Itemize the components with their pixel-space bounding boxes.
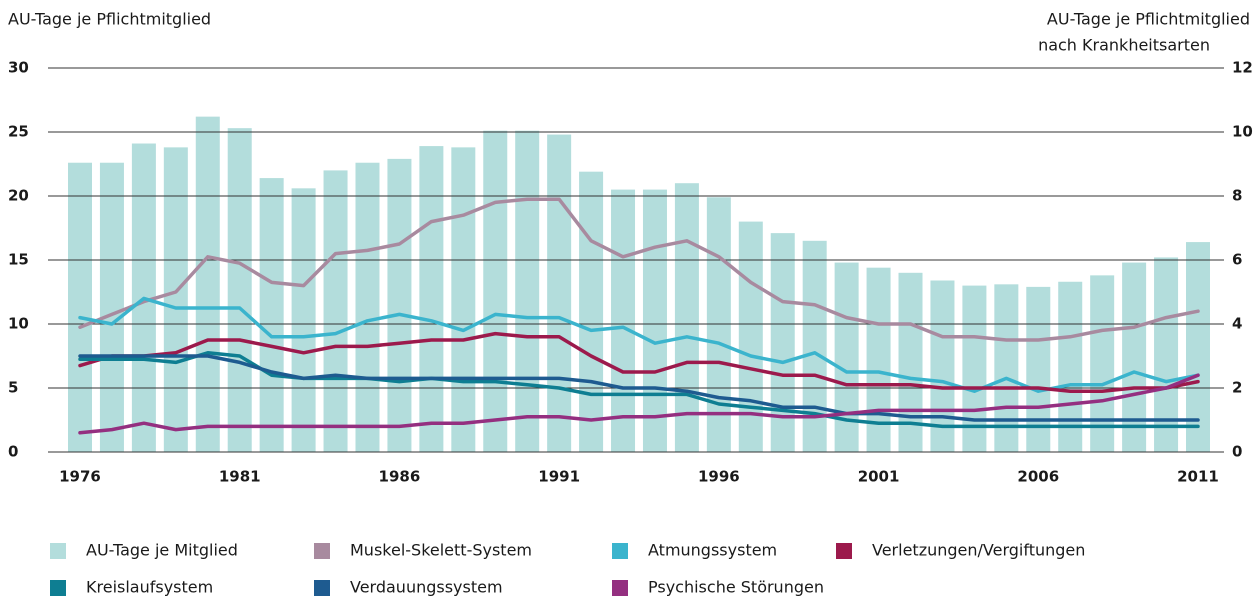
bar	[1154, 257, 1179, 452]
bar	[259, 178, 284, 452]
y2-tick-label: 12	[1232, 59, 1253, 77]
x-tick-label: 2006	[1017, 468, 1059, 486]
y2-tick-label: 8	[1232, 187, 1242, 205]
bar	[994, 284, 1019, 452]
legend-swatch	[612, 580, 628, 596]
bar	[770, 233, 795, 452]
bar	[1026, 286, 1051, 452]
bar	[611, 189, 636, 452]
y-tick-label: 15	[8, 251, 29, 269]
legend-label: Atmungssystem	[648, 541, 777, 560]
y2-tick-label: 0	[1232, 443, 1242, 461]
bar	[323, 170, 348, 452]
bar	[738, 221, 763, 452]
bar	[355, 162, 380, 452]
bar	[802, 240, 827, 452]
bar	[99, 162, 124, 452]
line	[78, 354, 1200, 422]
line	[78, 373, 1200, 435]
x-tick-label: 1996	[698, 468, 740, 486]
bar	[419, 146, 444, 452]
y-tick-label: 30	[8, 59, 29, 77]
y2-tick-label: 4	[1232, 315, 1242, 333]
bar	[227, 128, 252, 452]
y2-axis-title: nach Krankheitsarten	[1038, 36, 1210, 55]
bar	[195, 116, 220, 452]
bar	[515, 130, 540, 452]
bar	[1058, 281, 1083, 452]
y-tick-label: 10	[8, 315, 29, 333]
x-tick-label: 1986	[379, 468, 421, 486]
legend-label: AU-Tage je Mitglied	[86, 541, 238, 560]
bar	[163, 147, 188, 453]
bar	[451, 147, 476, 453]
legend-swatch	[314, 543, 330, 559]
x-tick-label: 1976	[59, 468, 101, 486]
line	[78, 197, 1200, 342]
bar	[547, 134, 572, 452]
bar	[1186, 242, 1210, 452]
bar	[387, 158, 412, 452]
y-tick-label: 25	[8, 123, 29, 141]
bar	[1122, 262, 1147, 452]
bar	[834, 262, 859, 452]
legend-label: Kreislaufsystem	[86, 578, 213, 597]
bar	[68, 162, 92, 452]
bar	[962, 285, 987, 452]
legend-swatch	[50, 543, 66, 559]
y-tick-label: 0	[8, 443, 18, 461]
y-tick-label: 5	[8, 379, 18, 397]
y2-tick-label: 10	[1232, 123, 1253, 141]
legend-label: Verletzungen/Vergiftungen	[872, 541, 1085, 560]
x-tick-label: 1991	[538, 468, 580, 486]
bar	[930, 280, 955, 452]
y2-tick-label: 6	[1232, 251, 1242, 269]
legend-swatch	[50, 580, 66, 596]
bar	[642, 189, 667, 452]
legend-label: Psychische Störungen	[648, 578, 824, 597]
x-tick-label: 1981	[219, 468, 261, 486]
bar	[706, 197, 731, 452]
x-tick-label: 2011	[1177, 468, 1219, 486]
y2-axis-title: AU-Tage je Pflichtmitglied	[1047, 10, 1250, 29]
y-tick-label: 20	[8, 187, 29, 205]
legend-swatch	[836, 543, 852, 559]
line	[78, 331, 1200, 393]
x-tick-label: 2001	[858, 468, 900, 486]
bar	[579, 171, 604, 452]
bar	[291, 188, 316, 452]
bar	[674, 183, 699, 452]
legend-label: Muskel-Skelett-System	[350, 541, 532, 560]
y2-tick-label: 2	[1232, 379, 1242, 397]
bar	[1090, 275, 1115, 452]
y-axis-title: AU-Tage je Pflichtmitglied	[8, 10, 211, 29]
legend-swatch	[612, 543, 628, 559]
bar	[483, 130, 508, 452]
line	[78, 296, 1200, 393]
legend-swatch	[314, 580, 330, 596]
legend-label: Verdauungssystem	[350, 578, 503, 597]
